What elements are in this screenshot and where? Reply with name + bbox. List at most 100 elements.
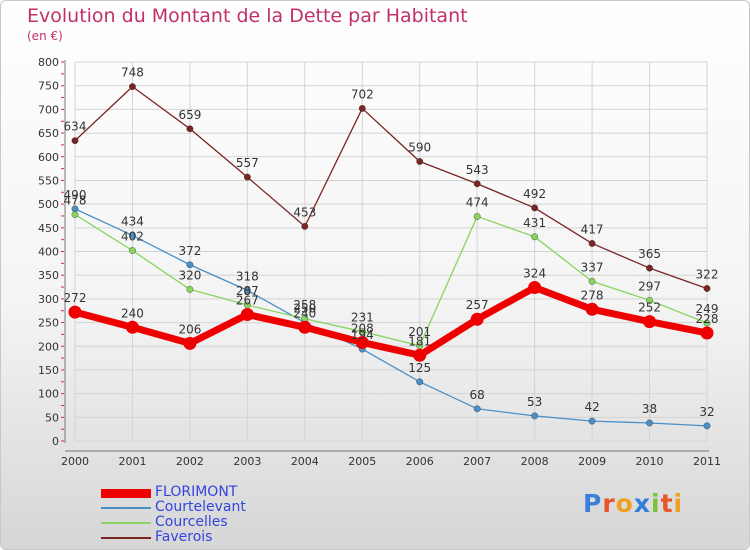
data-label: 557 xyxy=(236,156,259,170)
data-label: 257 xyxy=(466,298,489,312)
data-label: 206 xyxy=(178,322,201,336)
data-label: 702 xyxy=(351,87,374,101)
data-point xyxy=(301,222,309,230)
legend-swatch xyxy=(101,507,151,509)
data-point xyxy=(186,125,194,133)
data-point xyxy=(71,211,79,218)
logo-letter: o xyxy=(615,489,634,518)
data-point xyxy=(298,320,312,334)
data-point xyxy=(646,419,653,427)
logo-letter: i xyxy=(651,489,661,518)
data-point xyxy=(473,180,481,188)
data-point xyxy=(646,296,653,304)
legend-label: FLORIMONT xyxy=(155,484,238,500)
data-label: 201 xyxy=(408,325,431,339)
series-line xyxy=(74,208,708,427)
legend-swatch xyxy=(101,488,151,498)
data-label: 38 xyxy=(642,402,657,416)
logo-letter: x xyxy=(633,489,651,518)
legend-swatch xyxy=(101,522,151,524)
data-point xyxy=(358,328,366,335)
y-tick-label: 350 xyxy=(38,269,59,282)
data-label: 365 xyxy=(638,247,661,261)
data-point xyxy=(473,213,481,220)
data-point xyxy=(703,285,711,292)
x-tick-label: 2009 xyxy=(578,455,606,468)
data-label: 250 xyxy=(293,302,316,316)
data-point xyxy=(703,319,711,327)
y-tick-label: 700 xyxy=(38,103,59,116)
y-tick-label: 550 xyxy=(38,174,59,187)
data-label: 490 xyxy=(64,188,87,202)
series-line xyxy=(74,284,708,359)
data-label: 32 xyxy=(699,405,714,419)
data-point xyxy=(68,305,82,319)
y-tick-label: 650 xyxy=(38,127,59,140)
data-label: 453 xyxy=(293,205,316,219)
data-label: 543 xyxy=(466,163,489,177)
data-label: 267 xyxy=(236,294,259,308)
data-point xyxy=(186,285,194,293)
data-label: 474 xyxy=(466,195,489,209)
data-label: 402 xyxy=(121,230,144,244)
proxiti-logo: Proxiti xyxy=(583,489,683,518)
data-point xyxy=(531,204,539,212)
y-tick-label: 50 xyxy=(45,411,59,424)
chart-subtitle: (en €) xyxy=(27,29,63,43)
data-label: 324 xyxy=(523,267,546,281)
data-label: 634 xyxy=(64,120,87,134)
x-tick-label: 2001 xyxy=(118,455,146,468)
series-line xyxy=(74,85,708,290)
y-tick-label: 150 xyxy=(38,364,59,377)
logo-letter: t xyxy=(660,489,674,518)
chart-title: Evolution du Montant de la Dette par Hab… xyxy=(27,5,468,27)
y-tick-label: 250 xyxy=(38,317,59,330)
data-label: 208 xyxy=(351,321,374,335)
data-label: 125 xyxy=(408,361,431,375)
data-label: 181 xyxy=(408,334,431,348)
data-point xyxy=(355,335,369,349)
data-point xyxy=(129,83,136,91)
data-label: 659 xyxy=(178,108,201,122)
series-faverois xyxy=(71,83,711,292)
data-label: 231 xyxy=(351,311,374,325)
x-tick-label: 2006 xyxy=(406,455,434,468)
y-tick-label: 200 xyxy=(38,340,59,353)
y-tick-label: 400 xyxy=(38,246,59,259)
logo-letter: P xyxy=(583,489,603,518)
x-tick-label: 2004 xyxy=(291,455,319,468)
data-label: 252 xyxy=(638,301,661,315)
data-label: 42 xyxy=(584,400,599,414)
data-point xyxy=(470,312,484,326)
data-label: 240 xyxy=(121,306,144,320)
data-label: 492 xyxy=(523,187,546,201)
data-label: 320 xyxy=(178,268,201,282)
data-point xyxy=(588,417,596,425)
y-tick-label: 450 xyxy=(38,222,59,235)
x-tick-label: 2003 xyxy=(233,455,261,468)
data-point xyxy=(358,105,366,112)
y-tick-label: 800 xyxy=(38,56,59,69)
data-point xyxy=(588,277,596,285)
data-point xyxy=(643,315,657,329)
data-label: 372 xyxy=(178,244,201,258)
data-label: 258 xyxy=(293,298,316,312)
y-tick-label: 0 xyxy=(52,435,59,448)
data-point xyxy=(243,173,251,181)
data-point xyxy=(703,422,711,430)
data-label: 297 xyxy=(638,279,661,293)
data-label: 318 xyxy=(236,269,259,283)
data-point xyxy=(531,412,539,420)
x-tick-label: 2002 xyxy=(176,455,204,468)
x-tick-label: 2008 xyxy=(521,455,549,468)
legend-label: Faverois xyxy=(155,529,213,545)
y-tick-label: 750 xyxy=(38,80,59,93)
data-point xyxy=(129,231,136,239)
data-label: 278 xyxy=(581,288,604,302)
legend-label: Courcelles xyxy=(155,514,228,530)
x-tick-label: 2011 xyxy=(693,455,721,468)
series-florimont xyxy=(68,281,714,362)
data-label: 249 xyxy=(696,302,719,316)
data-point xyxy=(129,247,136,254)
